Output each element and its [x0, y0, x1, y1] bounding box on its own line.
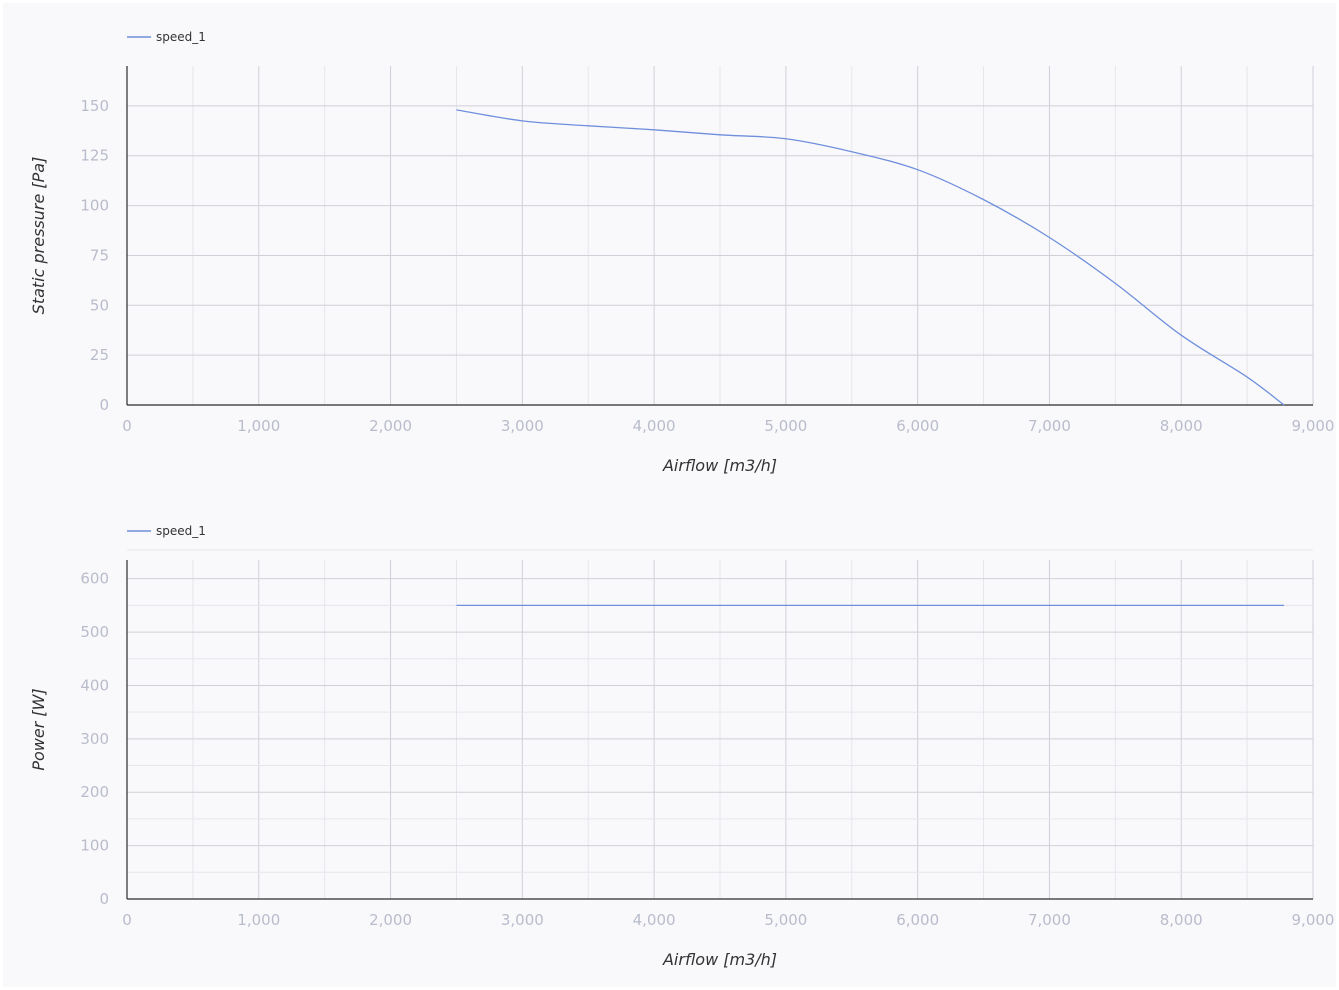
power-chart: 0 1,000 2,000 3,000 4,000 5,000 6,000 7,000 8,00… — [29, 524, 1334, 969]
y-tick-label: 0 — [99, 890, 109, 908]
x-tick-label: 5,000 — [764, 417, 807, 435]
y-axis-title: Power [W] — [29, 688, 48, 770]
y-tick-label: 125 — [80, 147, 109, 165]
x-tick-label: 2,000 — [369, 911, 412, 929]
legend-label: speed_1 — [156, 524, 206, 538]
x-tick-label: 7,000 — [1028, 911, 1071, 929]
y-tick-label: 600 — [80, 570, 109, 588]
x-axis-title: Airflow [m3/h] — [662, 456, 777, 475]
chart-panel — [3, 3, 1336, 987]
x-tick-label: 6,000 — [896, 911, 939, 929]
y-tick-label: 100 — [80, 837, 109, 855]
x-tick-label: 5,000 — [764, 911, 807, 929]
grid — [127, 549, 1314, 899]
y-tick-label: 300 — [80, 730, 109, 748]
x-tick-label: 3,000 — [501, 911, 544, 929]
x-tick-label: 2,000 — [369, 417, 412, 435]
y-tick-label: 200 — [80, 783, 109, 801]
legend-item[interactable]: speed_1 — [127, 524, 206, 538]
y-tick-label: 75 — [90, 246, 109, 264]
x-tick-label: 0 — [122, 417, 132, 435]
x-tick-label: 9,000 — [1292, 417, 1335, 435]
y-axis-title: Static pressure [Pa] — [29, 157, 48, 315]
x-tick-label: 4,000 — [633, 911, 676, 929]
y-tick-label: 150 — [80, 97, 109, 115]
x-tick-label: 3,000 — [501, 417, 544, 435]
grid — [127, 66, 1314, 405]
y-tick-label: 500 — [80, 623, 109, 641]
x-tick-label: 7,000 — [1028, 417, 1071, 435]
x-tick-label: 6,000 — [896, 417, 939, 435]
y-tick-label: 0 — [99, 396, 109, 414]
static-pressure-chart: 0 1,000 2,000 3,000 4,000 5,000 6,000 7,000 8,00… — [29, 30, 1334, 475]
x-tick-label: 0 — [122, 911, 132, 929]
legend-label: speed_1 — [156, 30, 206, 44]
x-tick-label: 1,000 — [237, 911, 280, 929]
series-line-speed_1 — [456, 109, 1285, 406]
x-tick-label: 1,000 — [237, 417, 280, 435]
y-tick-label: 400 — [80, 676, 109, 694]
x-tick-label: 8,000 — [1160, 911, 1203, 929]
x-axis-title: Airflow [m3/h] — [662, 950, 777, 969]
y-tick-label: 100 — [80, 197, 109, 215]
x-tick-label: 4,000 — [633, 417, 676, 435]
x-tick-label: 8,000 — [1160, 417, 1203, 435]
x-tick-label: 9,000 — [1292, 911, 1335, 929]
legend-item[interactable]: speed_1 — [127, 30, 206, 44]
y-tick-label: 50 — [90, 296, 109, 314]
y-tick-label: 25 — [90, 346, 109, 364]
